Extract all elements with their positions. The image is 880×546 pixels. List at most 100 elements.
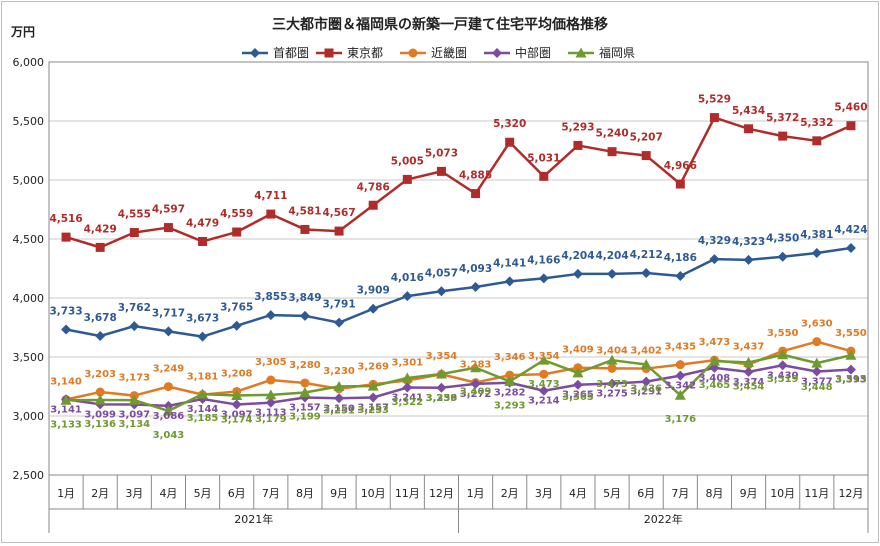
data-label: 3,409 — [460, 387, 492, 398]
data-label: 4,350 — [766, 233, 799, 245]
data-label: 3,454 — [733, 381, 765, 392]
data-point — [641, 267, 652, 278]
data-point — [265, 397, 276, 408]
data-label: 4,966 — [664, 160, 697, 172]
data-label: 3,208 — [221, 368, 253, 379]
x-tick-label: 3月 — [535, 487, 553, 500]
data-label: 3,550 — [835, 328, 867, 339]
data-point — [846, 121, 856, 131]
data-label: 3,157 — [357, 402, 389, 413]
data-point — [743, 254, 754, 265]
data-point — [743, 366, 754, 377]
data-label: 3,280 — [289, 360, 321, 371]
y-tick-label: 3,000 — [13, 410, 45, 423]
data-label: 3,519 — [767, 374, 799, 385]
data-label: 3,185 — [187, 413, 219, 424]
data-point — [812, 337, 822, 347]
data-point — [436, 166, 446, 176]
data-label: 3,515 — [835, 374, 867, 385]
y-tick-label: 6,000 — [13, 56, 45, 69]
x-tick-label: 12月 — [429, 487, 454, 500]
data-point — [333, 380, 345, 391]
data-label: 4,597 — [152, 204, 185, 216]
x-tick-label: 11月 — [804, 487, 829, 500]
data-point — [675, 271, 686, 282]
x-tick-label: 10月 — [361, 487, 386, 500]
data-point — [401, 372, 413, 383]
y-tick-label: 5,500 — [13, 115, 45, 128]
data-label: 4,141 — [493, 257, 526, 269]
data-label: 3,356 — [426, 393, 458, 404]
data-label: 3,322 — [391, 397, 423, 408]
data-label: 3,099 — [84, 409, 116, 420]
x-tick-label: 6月 — [228, 487, 246, 500]
data-point — [572, 268, 583, 279]
data-label: 3,283 — [460, 360, 492, 371]
data-point — [95, 242, 105, 252]
data-label: 4,093 — [459, 263, 492, 275]
data-label: 3,251 — [323, 405, 355, 416]
x-tick-label: 11月 — [395, 487, 420, 500]
data-label: 5,320 — [493, 118, 526, 130]
data-label: 3,393 — [835, 375, 867, 386]
data-label: 4,786 — [357, 181, 390, 193]
data-label: 5,529 — [698, 94, 731, 106]
data-point — [163, 382, 173, 392]
x-tick-label: 7月 — [671, 487, 689, 500]
data-point — [708, 355, 720, 366]
data-point — [675, 360, 685, 370]
data-label: 3,301 — [391, 357, 423, 368]
data-label: 3,791 — [322, 299, 355, 311]
year-group-label: 2022年 — [644, 512, 683, 526]
data-label: 3,113 — [255, 408, 287, 419]
data-label: 3,253 — [357, 405, 389, 416]
data-label: 4,559 — [220, 208, 253, 220]
y-tick-label: 4,500 — [13, 233, 45, 246]
data-label: 3,437 — [733, 341, 765, 352]
series-line — [66, 353, 852, 413]
legend-label: 中部圏 — [515, 45, 551, 60]
data-label: 3,550 — [767, 328, 799, 339]
data-point — [607, 363, 617, 373]
data-label: 5,372 — [766, 112, 799, 124]
data-label: 3,435 — [664, 342, 696, 353]
data-label: 3,465 — [699, 380, 731, 391]
x-tick-label: 5月 — [194, 487, 212, 500]
data-point — [573, 140, 583, 150]
x-tick-label: 9月 — [330, 487, 348, 500]
data-point — [197, 331, 208, 342]
legend-marker — [575, 47, 587, 58]
data-point — [334, 226, 344, 236]
legend-marker — [324, 48, 334, 58]
data-point — [61, 324, 72, 335]
data-label: 5,005 — [391, 155, 424, 167]
x-tick-label: 5月 — [603, 487, 621, 500]
data-label: 4,204 — [595, 250, 628, 262]
x-tick-label: 1月 — [57, 487, 75, 500]
data-label: 4,166 — [527, 254, 560, 266]
data-label: 3,717 — [152, 307, 185, 319]
data-label: 3,448 — [801, 382, 833, 393]
data-label: 4,186 — [664, 252, 697, 264]
data-label: 4,885 — [459, 170, 492, 182]
data-point — [402, 382, 413, 393]
y-tick-label: 3,500 — [13, 351, 45, 364]
data-point — [95, 387, 105, 397]
data-label: 3,097 — [118, 410, 150, 421]
data-point — [299, 310, 310, 321]
data-label: 3,179 — [255, 414, 287, 425]
data-point — [334, 393, 345, 404]
data-point — [606, 354, 618, 365]
data-point — [265, 310, 276, 321]
data-label: 3,293 — [494, 400, 526, 411]
data-point — [811, 366, 822, 377]
data-label: 5,293 — [561, 121, 594, 133]
data-label: 3,404 — [596, 345, 628, 356]
data-label: 3,157 — [289, 402, 321, 413]
data-label: 3,342 — [664, 381, 696, 392]
data-label: 3,097 — [221, 410, 253, 421]
data-point — [709, 113, 719, 123]
data-point — [845, 349, 857, 360]
data-label: 3,354 — [426, 351, 458, 362]
